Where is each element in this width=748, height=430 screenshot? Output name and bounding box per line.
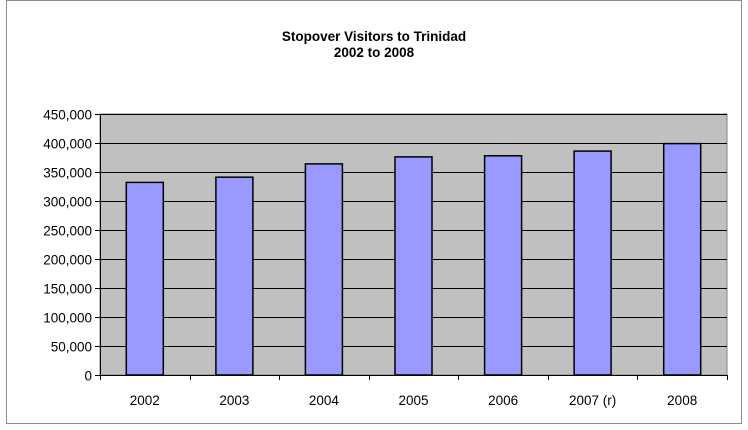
y-tick-label: 100,000 [43,311,92,326]
chart-subtitle: 2002 to 2008 [333,45,415,60]
x-tick-label: 2005 [398,393,428,408]
x-tick-label: 2008 [667,393,697,408]
y-tick-label: 350,000 [43,166,92,181]
x-tick-label: 2006 [488,393,518,408]
bar-2006 [483,155,523,376]
chart-title-block: Stopover Visitors to Trinidad 2002 to 20… [7,29,741,61]
y-tick-label: 150,000 [43,282,92,297]
y-tick-label: 250,000 [43,224,92,239]
x-tick-label: 2003 [219,393,249,408]
bar-2005 [394,156,433,376]
bar-2008 [662,142,702,376]
bar-2002 [125,181,165,376]
axes [95,114,728,380]
y-tick-label: 50,000 [51,340,92,355]
bar-2004 [304,163,344,376]
chart-title: Stopover Visitors to Trinidad [281,29,467,44]
bars [125,142,702,376]
x-tick-label: 2004 [309,393,340,408]
x-tick-label: 2007 (r) [569,393,616,408]
y-tick-label: 400,000 [43,137,92,152]
y-tick-label: 450,000 [43,108,92,123]
bar-2007-r- [573,150,612,376]
y-tick-label: 0 [84,369,92,384]
x-tick-label: 2002 [130,393,160,408]
y-tick-labels: 0 50,000 100,000 150,000 200,000 250,000 300,0… [43,108,92,384]
bar-2003 [215,176,254,376]
y-tick-label: 200,000 [43,253,92,268]
x-tick-labels: 2002 2003 2004 2005 2006 2007 (r) 2008 [130,393,697,408]
y-tick-label: 300,000 [43,195,92,210]
